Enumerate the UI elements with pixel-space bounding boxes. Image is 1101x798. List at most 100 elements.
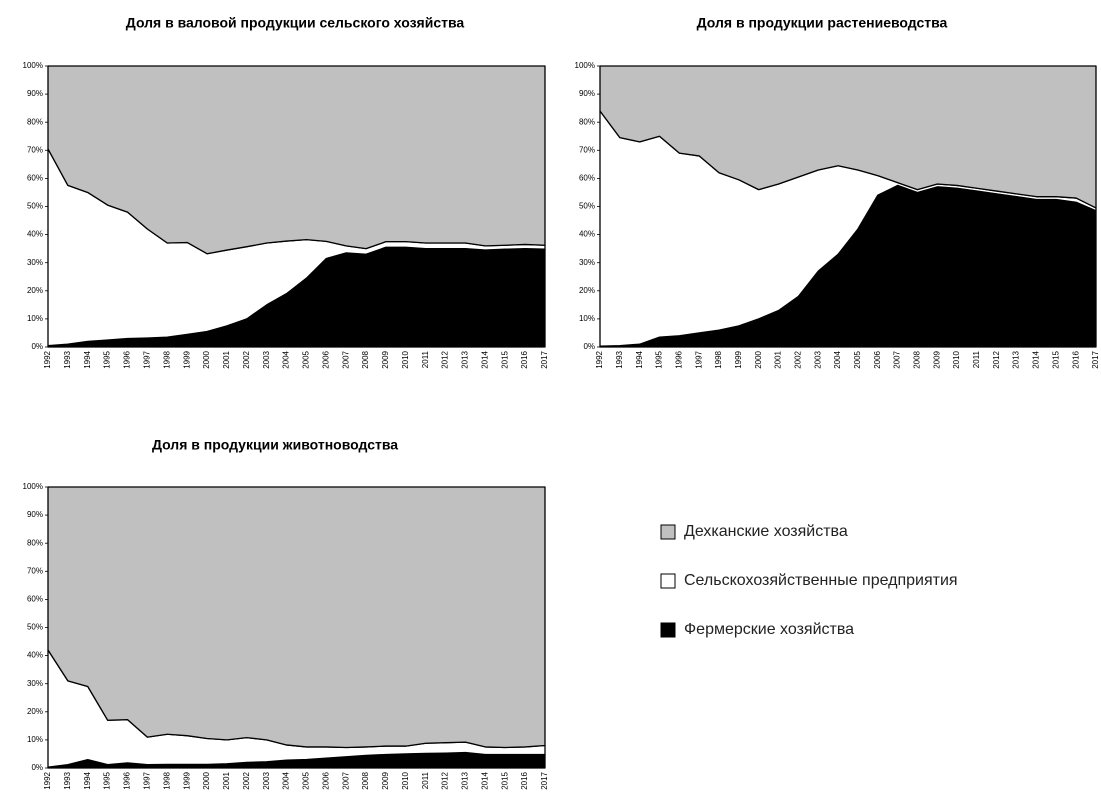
x-tick-label: 2004 (282, 771, 291, 789)
y-tick-label: 20% (27, 286, 43, 295)
x-tick-label: 1992 (43, 771, 52, 789)
x-tick-label: 2017 (1091, 350, 1100, 368)
x-tick-label: 2010 (952, 350, 961, 368)
area (47, 486, 546, 749)
x-tick-label: 2002 (242, 771, 251, 789)
x-tick-label: 2009 (932, 350, 941, 368)
x-tick-label: 1993 (615, 350, 624, 368)
x-tick-label: 2017 (540, 350, 549, 368)
x-tick-label: 2003 (813, 350, 822, 368)
chart-title: Доля в продукции животноводства (152, 437, 398, 453)
y-tick-label: 100% (575, 61, 595, 70)
x-tick-label: 1996 (674, 350, 683, 368)
y-tick-label: 40% (579, 230, 595, 239)
y-tick-label: 90% (27, 510, 43, 519)
x-tick-label: 2006 (873, 350, 882, 368)
x-tick-label: 2001 (222, 350, 231, 368)
x-tick-label: 2008 (913, 350, 922, 368)
x-tick-label: 2001 (774, 350, 783, 368)
legend-label: Сельскохозяйственные предприятия (684, 572, 958, 589)
x-tick-label: 1999 (182, 350, 191, 368)
x-tick-label: 2012 (441, 350, 450, 368)
x-tick-label: 2002 (242, 350, 251, 368)
x-tick-label: 2005 (853, 350, 862, 368)
x-tick-label: 2007 (893, 350, 902, 368)
x-tick-label: 2004 (282, 350, 291, 368)
y-tick-label: 70% (579, 145, 595, 154)
y-tick-label: 70% (27, 145, 43, 154)
y-tick-label: 0% (31, 763, 43, 772)
x-tick-label: 2011 (421, 771, 430, 789)
x-tick-label: 2010 (401, 771, 410, 789)
y-tick-label: 10% (27, 735, 43, 744)
x-tick-label: 1996 (123, 350, 132, 368)
y-tick-label: 40% (27, 230, 43, 239)
y-tick-label: 90% (579, 89, 595, 98)
y-tick-label: 0% (31, 342, 43, 351)
x-tick-label: 1999 (734, 350, 743, 368)
x-tick-label: 1993 (63, 771, 72, 789)
x-tick-label: 2010 (401, 350, 410, 368)
x-tick-label: 2011 (972, 350, 981, 368)
legend-swatch (660, 573, 676, 589)
x-tick-label: 2013 (461, 350, 470, 368)
y-tick-label: 30% (27, 258, 43, 267)
x-tick-label: 1994 (635, 350, 644, 368)
y-tick-label: 0% (583, 342, 595, 351)
x-tick-label: 2000 (202, 350, 211, 368)
y-tick-label: 40% (27, 651, 43, 660)
x-tick-label: 2006 (321, 350, 330, 368)
x-tick-label: 2014 (480, 350, 489, 368)
x-tick-label: 2002 (794, 350, 803, 368)
x-tick-label: 2009 (381, 350, 390, 368)
x-tick-label: 1997 (694, 350, 703, 368)
x-tick-label: 1998 (162, 350, 171, 368)
x-tick-label: 1994 (83, 350, 92, 368)
x-tick-label: 1995 (103, 350, 112, 368)
y-tick-label: 30% (27, 679, 43, 688)
y-tick-label: 10% (579, 314, 595, 323)
x-tick-label: 2007 (341, 771, 350, 789)
y-tick-label: 80% (579, 117, 595, 126)
x-tick-label: 1992 (595, 350, 604, 368)
y-tick-label: 50% (27, 623, 43, 632)
legend-swatch (660, 524, 676, 540)
x-tick-label: 2013 (1012, 350, 1021, 368)
x-tick-label: 2008 (361, 350, 370, 368)
x-tick-label: 2013 (461, 771, 470, 789)
legend-swatch (660, 622, 676, 638)
x-tick-label: 2004 (833, 350, 842, 368)
x-tick-label: 2006 (321, 771, 330, 789)
y-tick-label: 60% (579, 174, 595, 183)
y-tick-label: 60% (27, 174, 43, 183)
x-tick-label: 2014 (1032, 350, 1041, 368)
x-tick-label: 2001 (222, 771, 231, 789)
y-tick-label: 80% (27, 117, 43, 126)
x-tick-label: 2003 (262, 350, 271, 368)
y-tick-label: 20% (27, 707, 43, 716)
y-tick-label: 100% (23, 61, 43, 70)
x-tick-label: 1997 (143, 771, 152, 789)
y-tick-label: 30% (579, 258, 595, 267)
x-tick-label: 2005 (302, 771, 311, 789)
x-tick-label: 2008 (361, 771, 370, 789)
y-tick-label: 80% (27, 538, 43, 547)
y-tick-label: 90% (27, 89, 43, 98)
x-tick-label: 2012 (441, 771, 450, 789)
x-tick-label: 2000 (202, 771, 211, 789)
x-tick-label: 2015 (500, 350, 509, 368)
x-tick-label: 2016 (520, 350, 529, 368)
x-tick-label: 2009 (381, 771, 390, 789)
x-tick-label: 2014 (480, 771, 489, 789)
x-tick-label: 2016 (520, 771, 529, 789)
chart-title: Доля в валовой продукции сельского хозяй… (126, 15, 465, 31)
x-tick-label: 2015 (500, 771, 509, 789)
x-tick-label: 1999 (182, 771, 191, 789)
x-tick-label: 2003 (262, 771, 271, 789)
y-tick-label: 60% (27, 595, 43, 604)
x-tick-label: 1998 (162, 771, 171, 789)
x-tick-label: 2016 (1071, 350, 1080, 368)
y-tick-label: 70% (27, 566, 43, 575)
legend-label: Дехканские хозяйства (684, 523, 848, 540)
